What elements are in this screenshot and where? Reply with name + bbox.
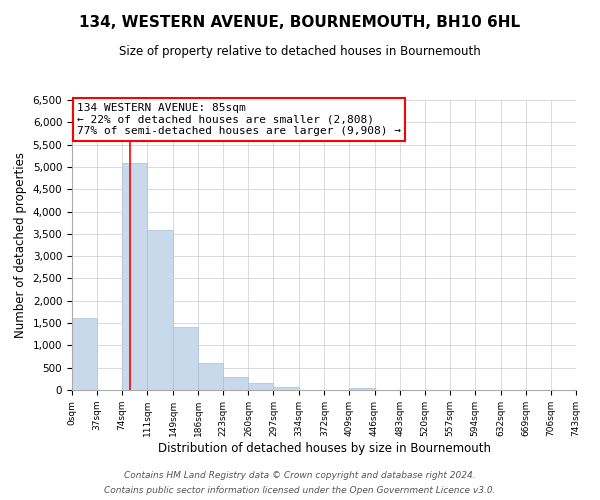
Bar: [198, 363, 223, 390]
Text: Contains public sector information licensed under the Open Government Licence v3: Contains public sector information licen…: [104, 486, 496, 495]
Bar: [72, 318, 97, 390]
Text: Size of property relative to detached houses in Bournemouth: Size of property relative to detached ho…: [119, 45, 481, 58]
Text: Contains HM Land Registry data © Crown copyright and database right 2024.: Contains HM Land Registry data © Crown c…: [124, 471, 476, 480]
Text: 134 WESTERN AVENUE: 85sqm
← 22% of detached houses are smaller (2,808)
77% of se: 134 WESTERN AVENUE: 85sqm ← 22% of detac…: [77, 103, 401, 136]
Bar: [248, 384, 274, 390]
Bar: [173, 326, 198, 390]
X-axis label: Distribution of detached houses by size in Bournemouth: Distribution of detached houses by size …: [157, 442, 491, 454]
Bar: [349, 388, 374, 390]
Text: 134, WESTERN AVENUE, BOURNEMOUTH, BH10 6HL: 134, WESTERN AVENUE, BOURNEMOUTH, BH10 6…: [79, 15, 521, 30]
Bar: [122, 164, 147, 390]
Bar: [223, 376, 248, 390]
Bar: [147, 230, 173, 390]
Bar: [274, 387, 299, 390]
Y-axis label: Number of detached properties: Number of detached properties: [14, 152, 27, 338]
